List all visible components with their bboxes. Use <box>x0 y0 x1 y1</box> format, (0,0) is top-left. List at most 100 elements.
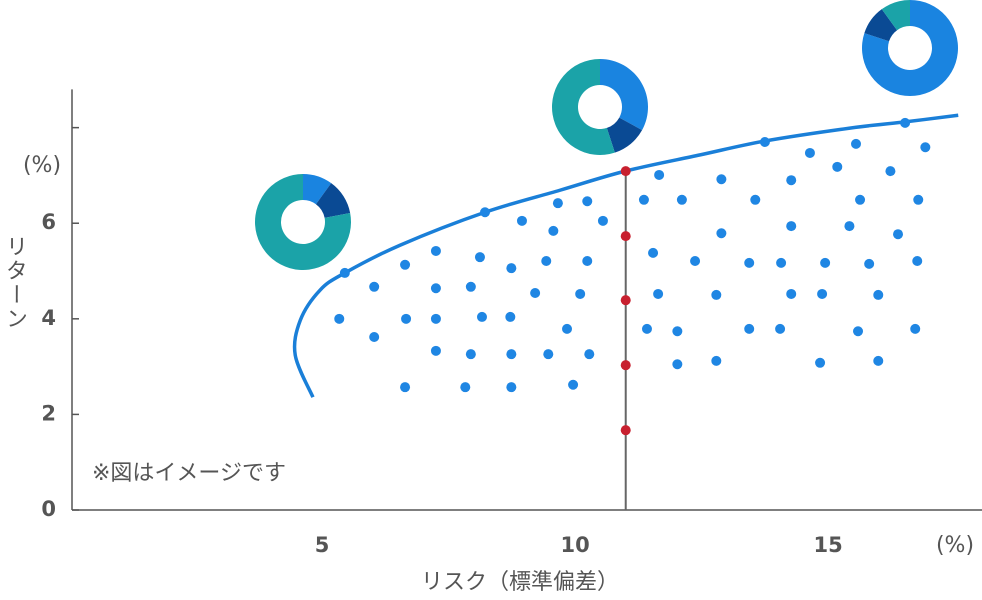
point <box>401 313 412 324</box>
point <box>620 425 631 436</box>
donut-segment <box>600 59 649 131</box>
point <box>506 349 517 360</box>
point <box>711 289 722 300</box>
point <box>548 225 559 236</box>
point <box>334 313 345 324</box>
point <box>369 331 380 342</box>
donut-segment <box>862 0 958 96</box>
x-tick-label: 10 <box>560 533 589 557</box>
point <box>855 194 866 205</box>
point <box>465 281 476 292</box>
annotation: ※図はイメージです <box>92 461 286 486</box>
donut-segment <box>255 174 351 270</box>
donut-segment <box>881 0 910 31</box>
point <box>552 198 563 209</box>
point <box>775 323 786 334</box>
x-axis-label: リスク（標準偏差） <box>421 570 619 595</box>
donut-segment <box>606 117 643 153</box>
donut-segment <box>315 183 351 218</box>
point <box>853 326 864 337</box>
point <box>543 349 554 360</box>
point <box>864 258 875 269</box>
point <box>900 117 911 128</box>
point <box>638 194 649 205</box>
point <box>920 142 931 153</box>
point <box>716 228 727 239</box>
point <box>620 231 631 242</box>
point <box>676 194 687 205</box>
donut-segment <box>551 59 615 155</box>
point <box>460 382 471 393</box>
y-axis-label: リターン <box>2 235 27 331</box>
point <box>430 245 441 256</box>
point <box>584 349 595 360</box>
point <box>582 255 593 266</box>
y-tick-label: 2 <box>41 401 56 425</box>
point <box>893 229 904 240</box>
point <box>369 281 380 292</box>
point <box>568 379 579 390</box>
point <box>597 215 608 226</box>
point <box>654 169 665 180</box>
point <box>910 323 921 334</box>
point <box>744 323 755 334</box>
y-unit: (%) <box>23 153 61 178</box>
point <box>912 255 923 266</box>
x-tick-label: 5 <box>315 533 330 557</box>
point <box>711 355 722 366</box>
point <box>620 295 631 306</box>
point <box>776 257 787 268</box>
point <box>716 174 727 185</box>
point <box>759 136 770 147</box>
point <box>815 357 826 368</box>
point <box>641 323 652 334</box>
point <box>786 175 797 186</box>
point <box>844 221 855 232</box>
point <box>620 166 631 177</box>
point <box>851 138 862 149</box>
point <box>506 263 517 274</box>
point <box>832 161 843 172</box>
point <box>786 221 797 232</box>
point <box>400 259 411 270</box>
point <box>476 311 487 322</box>
point <box>786 288 797 299</box>
point <box>672 326 683 337</box>
point <box>913 194 924 205</box>
point <box>541 255 552 266</box>
y-tick-label: 4 <box>41 306 56 330</box>
point <box>750 194 761 205</box>
point <box>430 313 441 324</box>
point <box>817 288 828 299</box>
point <box>516 215 527 226</box>
point <box>620 360 631 371</box>
x-unit: (%) <box>936 533 974 558</box>
point <box>339 267 350 278</box>
point <box>480 207 491 218</box>
point <box>562 323 573 334</box>
point <box>648 247 659 258</box>
donut-segment <box>303 174 332 205</box>
point <box>804 147 815 158</box>
y-tick-label: 0 <box>41 497 56 521</box>
point <box>465 349 476 360</box>
point <box>506 382 517 393</box>
point <box>474 252 485 263</box>
point <box>873 355 884 366</box>
point <box>575 288 586 299</box>
y-tick-label: 6 <box>41 210 56 234</box>
point <box>582 196 593 207</box>
point <box>820 257 831 268</box>
donut-segment <box>864 9 898 42</box>
point <box>744 257 755 268</box>
point <box>690 255 701 266</box>
point <box>430 283 441 294</box>
point <box>873 289 884 300</box>
point <box>430 345 441 356</box>
point <box>653 288 664 299</box>
point <box>400 382 411 393</box>
point <box>530 288 541 299</box>
frontier-curve <box>292 113 959 398</box>
point <box>672 359 683 370</box>
